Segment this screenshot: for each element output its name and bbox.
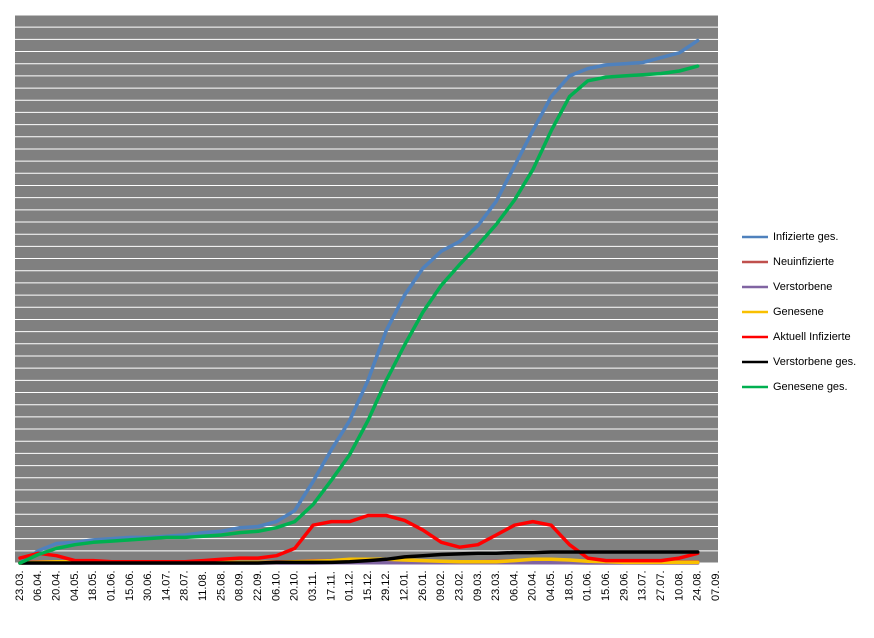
x-tick-label: 29.06. xyxy=(618,570,630,601)
x-tick-label: 04.05. xyxy=(545,570,557,601)
x-tick-label: 12.01. xyxy=(399,570,411,601)
x-tick-label: 08.09. xyxy=(234,570,246,601)
legend-label: Genesene ges. xyxy=(773,381,848,393)
x-tick-label: 06.04. xyxy=(32,570,44,601)
x-tick-label: 11.08. xyxy=(197,571,209,601)
x-tick-label: 24.08. xyxy=(692,570,704,601)
legend-label: Neuinfizierte xyxy=(773,256,834,268)
legend-label: Genesene xyxy=(773,306,824,318)
x-tick-label: 17.11. xyxy=(325,571,337,601)
x-tick-label: 09.03. xyxy=(472,570,484,601)
x-tick-label: 30.06. xyxy=(142,570,154,601)
x-tick-label: 03.11. xyxy=(307,571,319,601)
x-tick-label: 06.04. xyxy=(508,570,520,601)
legend-label: Aktuell Infizierte xyxy=(773,331,851,343)
legend-label: Verstorbene ges. xyxy=(773,356,856,368)
x-tick-label: 07.09. xyxy=(710,570,722,601)
x-tick-label: 01.06. xyxy=(582,570,594,601)
x-tick-label: 26.01. xyxy=(417,570,429,601)
x-tick-label: 13.07. xyxy=(637,570,649,601)
plot-area xyxy=(15,15,718,563)
x-tick-label: 18.05. xyxy=(563,570,575,601)
x-tick-label: 20.04. xyxy=(51,570,63,601)
x-tick-label: 14.07. xyxy=(160,570,172,601)
series-line xyxy=(18,64,700,565)
x-tick-label: 20.10. xyxy=(289,570,301,601)
x-tick-label: 25.08. xyxy=(215,570,227,601)
x-tick-label: 15.06. xyxy=(600,570,612,601)
x-tick-label: 23.02. xyxy=(453,570,465,601)
x-tick-label: 29.12. xyxy=(380,570,392,601)
x-tick-label: 01.12. xyxy=(344,570,356,601)
x-tick-label: 23.03. xyxy=(490,570,502,601)
x-tick-label: 20.04. xyxy=(527,570,539,601)
x-tick-label: 27.07. xyxy=(655,570,667,601)
legend-label: Infizierte ges. xyxy=(773,231,838,243)
series-line xyxy=(18,38,700,565)
series-line xyxy=(18,550,700,565)
x-tick-label: 10.08. xyxy=(673,570,685,601)
x-tick-label: 15.06. xyxy=(124,570,136,601)
x-tick-label: 04.05. xyxy=(69,570,81,601)
x-tick-label: 15.12. xyxy=(362,570,374,601)
x-tick-label: 22.09. xyxy=(252,570,264,601)
x-tick-label: 28.07. xyxy=(179,570,191,601)
x-tick-label: 23.03. xyxy=(14,570,26,601)
x-tick-label: 06.10. xyxy=(270,570,282,601)
x-tick-label: 09.02. xyxy=(435,570,447,601)
x-tick-label: 18.05. xyxy=(87,570,99,601)
legend-label: Verstorbene xyxy=(773,281,832,293)
x-tick-label: 01.06. xyxy=(105,570,117,601)
